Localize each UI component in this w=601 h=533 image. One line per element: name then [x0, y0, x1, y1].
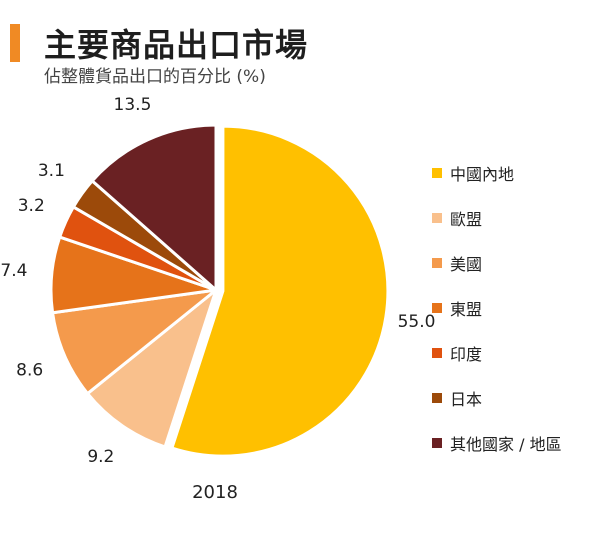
- legend-label: 歐盟: [450, 209, 483, 229]
- legend-swatch: [432, 437, 442, 448]
- legend-swatch: [432, 302, 442, 313]
- slice-value-label: 7.4: [0, 261, 27, 281]
- legend-item: 中國內地: [432, 150, 562, 195]
- legend-label: 印度: [450, 344, 483, 364]
- legend-label: 中國內地: [450, 164, 515, 184]
- slice-value-label: 3.2: [18, 196, 45, 216]
- pie-slice: [170, 124, 390, 458]
- title-accent-bar: [10, 24, 20, 62]
- year-label: 2018: [192, 482, 238, 503]
- legend-item: 美國: [432, 240, 562, 285]
- legend-label: 東盟: [450, 299, 483, 319]
- chart-subtitle: 佔整體貨品出口的百分比 (%): [44, 67, 266, 87]
- legend-item: 歐盟: [432, 195, 562, 240]
- legend: 中國內地歐盟美國東盟印度日本其他國家 / 地區: [432, 150, 562, 465]
- pie-slice: [86, 288, 218, 449]
- legend-swatch: [432, 347, 442, 358]
- legend-item: 東盟: [432, 285, 562, 330]
- legend-swatch: [432, 212, 442, 223]
- legend-swatch: [432, 392, 442, 403]
- legend-label: 日本: [450, 389, 483, 409]
- legend-item: 印度: [432, 330, 562, 375]
- pie-slice: [51, 288, 218, 396]
- legend-item: 其他國家 / 地區: [432, 420, 562, 465]
- slice-value-label: 9.2: [87, 447, 114, 467]
- chart-title: 主要商品出口市場: [44, 26, 309, 64]
- legend-label: 其他國家 / 地區: [450, 434, 562, 454]
- slice-value-label: 3.1: [38, 161, 65, 181]
- legend-label: 美國: [450, 254, 483, 274]
- slice-value-label: 8.6: [16, 361, 43, 381]
- slice-value-label: 13.5: [114, 95, 152, 115]
- legend-swatch: [432, 257, 442, 268]
- pie-slice: [90, 123, 218, 292]
- slice-value-label: 55.0: [398, 312, 436, 332]
- legend-swatch: [432, 167, 442, 178]
- legend-item: 日本: [432, 375, 562, 420]
